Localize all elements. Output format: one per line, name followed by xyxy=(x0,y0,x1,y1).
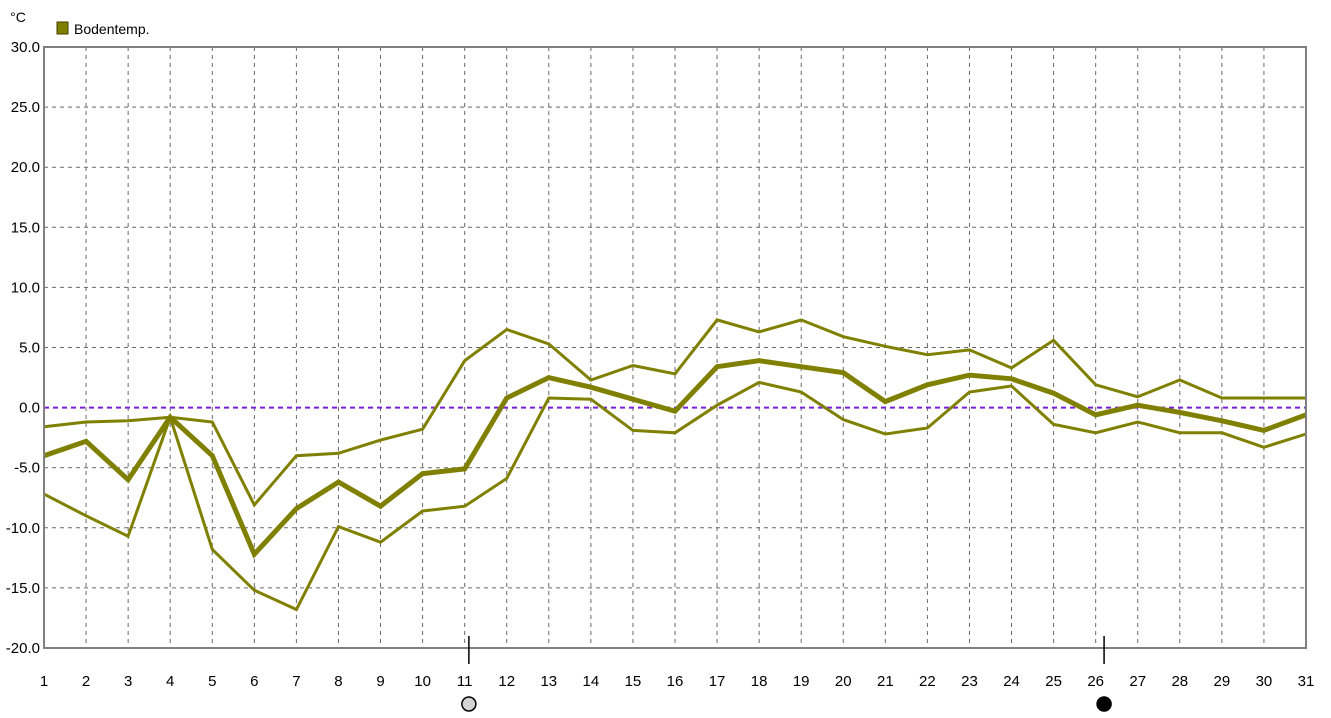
y-tick-label: -15.0 xyxy=(6,580,40,597)
x-tick-label: 7 xyxy=(292,673,300,690)
full-moon-icon xyxy=(461,696,477,712)
y-tick-label: -5.0 xyxy=(14,460,40,477)
x-tick-label: 8 xyxy=(334,673,342,690)
x-tick-label: 12 xyxy=(498,673,515,690)
x-tick-label: 31 xyxy=(1298,673,1315,690)
y-tick-label: 25.0 xyxy=(11,99,40,116)
x-tick-label: 22 xyxy=(919,673,936,690)
x-tick-label: 30 xyxy=(1256,673,1273,690)
x-tick-label: 23 xyxy=(961,673,978,690)
x-tick-label: 29 xyxy=(1214,673,1231,690)
y-tick-label: -10.0 xyxy=(6,520,40,537)
x-tick-label: 27 xyxy=(1129,673,1146,690)
x-tick-label: 20 xyxy=(835,673,852,690)
y-tick-labels: 30.0 25.0 20.0 15.0 10.0 5.0 0.0 -5.0 -10.0 -15.0… xyxy=(6,39,40,657)
x-tick-labels: 1 2 3 4 5 6 7 8 9 10 11 12 13 14 15 16 17 18 19 20 21 22 23 24 2… xyxy=(40,673,1315,690)
x-tick-label: 4 xyxy=(166,673,174,690)
x-tick-label: 19 xyxy=(793,673,810,690)
legend-swatch xyxy=(56,21,69,35)
x-tick-label: 5 xyxy=(208,673,216,690)
x-tick-label: 14 xyxy=(583,673,600,690)
x-tick-label: 18 xyxy=(751,673,768,690)
y-tick-label: 15.0 xyxy=(11,219,40,236)
series-lines xyxy=(43,318,1307,612)
x-tick-label: 21 xyxy=(877,673,894,690)
y-tick-label: 30.0 xyxy=(11,39,40,56)
y-tick-label: 20.0 xyxy=(11,159,40,176)
plot-frame xyxy=(43,46,1307,649)
x-tick-label: 13 xyxy=(540,673,557,690)
y-tick-label: 5.0 xyxy=(19,340,40,357)
new-moon-icon xyxy=(1096,696,1112,712)
x-tick-label: 16 xyxy=(667,673,684,690)
series-line-mean xyxy=(43,358,1307,559)
y-tick-label: 0.0 xyxy=(19,400,40,417)
x-tick-label: 6 xyxy=(250,673,258,690)
x-tick-label: 11 xyxy=(457,673,473,690)
x-tick-label: 3 xyxy=(124,673,132,690)
series-line-min xyxy=(43,380,1307,612)
x-tick-label: 25 xyxy=(1045,673,1062,690)
legend: Bodentemp. xyxy=(56,21,150,37)
x-tick-label: 10 xyxy=(414,673,431,690)
x-tick-label: 28 xyxy=(1171,673,1188,690)
x-tick-label: 15 xyxy=(625,673,642,690)
series-line-max xyxy=(43,318,1306,508)
x-tick-label: 24 xyxy=(1003,673,1020,690)
grid xyxy=(44,47,1306,648)
moon-markers xyxy=(461,636,1112,712)
x-tick-label: 9 xyxy=(376,673,384,690)
x-tick-label: 1 xyxy=(40,673,48,690)
y-tick-label: 10.0 xyxy=(11,279,40,296)
y-tick-label: -20.0 xyxy=(6,640,40,657)
legend-label: Bodentemp. xyxy=(74,21,150,37)
x-tick-label: 17 xyxy=(709,673,726,690)
x-tick-label: 2 xyxy=(82,673,90,690)
x-tick-label: 26 xyxy=(1087,673,1104,690)
y-axis-unit-label: °C xyxy=(10,9,26,25)
